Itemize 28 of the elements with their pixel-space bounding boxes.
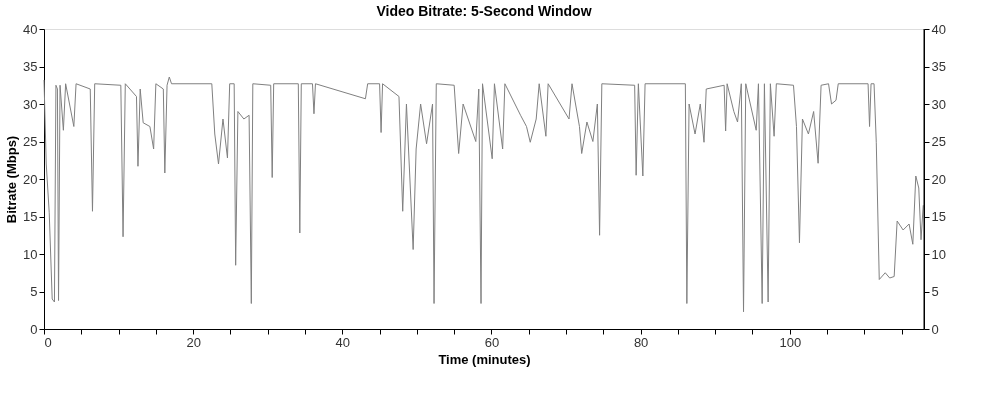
chart-title: Video Bitrate: 5-Second Window bbox=[376, 3, 592, 19]
y-tick-label: 5 bbox=[30, 284, 38, 299]
y2-tick-label: 15 bbox=[931, 209, 946, 224]
y2-tick-label: 0 bbox=[931, 321, 939, 337]
y2-tick-label: 5 bbox=[931, 284, 939, 299]
x-tick-label: 40 bbox=[335, 334, 351, 350]
x-axis-title: Time (minutes) bbox=[438, 351, 531, 367]
y-tick-label: 0 bbox=[30, 321, 38, 337]
y-tick-label: 20 bbox=[23, 171, 38, 187]
x-tick-label: 0 bbox=[44, 334, 52, 350]
y-axis-title: Bitrate (Mbps) bbox=[4, 135, 20, 224]
y2-tick-label: 10 bbox=[931, 246, 946, 262]
y2-tick-label: 20 bbox=[931, 171, 946, 187]
y2-tick-label: 40 bbox=[931, 21, 946, 37]
y-tick-label: 40 bbox=[23, 21, 38, 37]
y-tick-label: 10 bbox=[23, 246, 38, 262]
y2-tick-label: 25 bbox=[931, 134, 946, 149]
line-series bbox=[43, 76, 924, 313]
x-tick-label: 20 bbox=[186, 334, 201, 350]
y-tick-label: 35 bbox=[23, 59, 38, 74]
y2-tick-label: 35 bbox=[931, 59, 946, 74]
y-tick-label: 25 bbox=[23, 134, 38, 149]
y-tick-label: 30 bbox=[23, 96, 38, 112]
x-tick-label: 80 bbox=[633, 334, 649, 350]
x-tick-label: 100 bbox=[779, 334, 802, 350]
x-tick-label: 60 bbox=[484, 334, 500, 350]
y-tick-label: 15 bbox=[23, 209, 38, 224]
y2-tick-label: 30 bbox=[931, 96, 946, 112]
